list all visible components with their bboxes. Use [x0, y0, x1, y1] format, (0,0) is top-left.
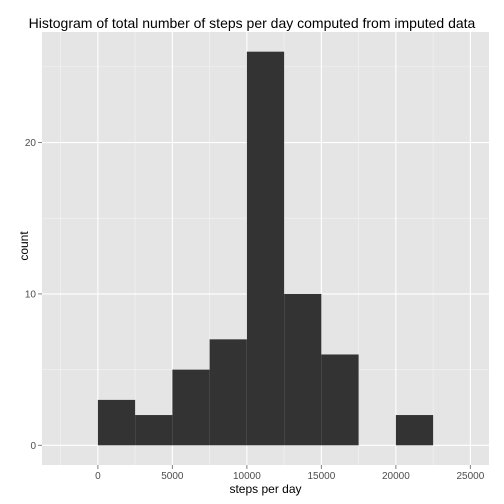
- x-tick-label: 20000: [382, 471, 410, 482]
- histogram-bar: [135, 415, 173, 446]
- x-tick-label: 25000: [456, 471, 484, 482]
- histogram-bar: [246, 51, 285, 446]
- histogram-bar: [395, 415, 434, 446]
- x-tick-label: 5000: [161, 471, 184, 482]
- histogram-bars: [97, 51, 434, 446]
- y-axis-ticks: 0 10 20: [25, 138, 42, 452]
- histogram-bar: [172, 369, 210, 446]
- x-tick-label: 15000: [307, 471, 335, 482]
- histogram-bar: [209, 339, 247, 446]
- x-tick-label: 0: [95, 471, 101, 482]
- y-tick-label: 0: [30, 441, 36, 452]
- histogram-bar: [284, 293, 322, 446]
- histogram-bar: [321, 354, 359, 446]
- x-axis-ticks: 0 5000 10000 15000 20000 25000: [95, 465, 485, 482]
- chart-title: Histogram of total number of steps per d…: [28, 15, 476, 31]
- x-axis-label: steps per day: [229, 482, 302, 496]
- y-tick-label: 20: [25, 138, 37, 149]
- x-tick-label: 10000: [233, 471, 261, 482]
- y-tick-label: 10: [25, 289, 37, 300]
- y-axis-label: count: [17, 231, 31, 261]
- histogram-bar: [97, 399, 136, 446]
